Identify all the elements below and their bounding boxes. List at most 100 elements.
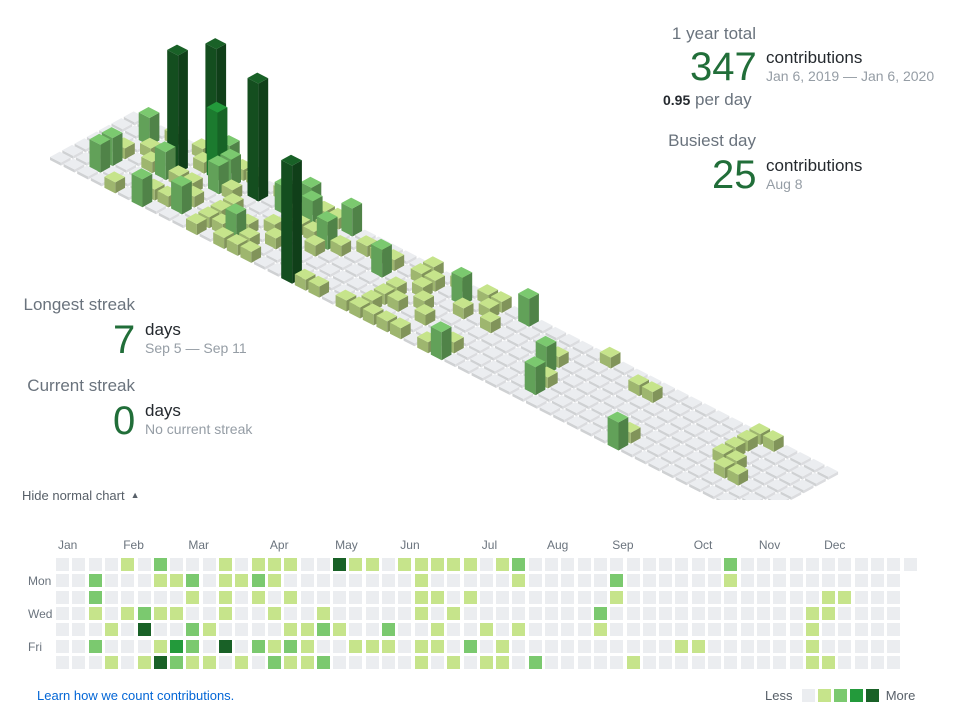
calendar-day-cell[interactable] (88, 606, 102, 620)
calendar-day-cell[interactable] (349, 639, 363, 653)
calendar-day-cell[interactable] (496, 590, 510, 604)
calendar-day-cell[interactable] (561, 623, 575, 637)
calendar-day-cell[interactable] (545, 590, 558, 604)
calendar-day-cell[interactable] (300, 558, 314, 571)
calendar-day-cell[interactable] (153, 639, 167, 653)
calendar-day-cell[interactable] (610, 574, 624, 588)
calendar-day-cell[interactable] (72, 639, 86, 653)
calendar-day-cell[interactable] (675, 590, 689, 604)
calendar-day-cell[interactable] (72, 655, 86, 669)
calendar-day-cell[interactable] (333, 639, 347, 653)
calendar-day-cell[interactable] (88, 590, 102, 604)
calendar-day-cell[interactable] (104, 606, 118, 620)
calendar-day-cell[interactable] (854, 590, 868, 604)
calendar-day-cell[interactable] (398, 623, 412, 637)
calendar-day-cell[interactable] (593, 655, 607, 669)
calendar-day-cell[interactable] (838, 623, 852, 637)
calendar-day-cell[interactable] (773, 606, 787, 620)
calendar-day-cell[interactable] (414, 639, 428, 653)
calendar-day-cell[interactable] (691, 574, 705, 588)
calendar-day-cell[interactable] (724, 639, 738, 653)
calendar-day-cell[interactable] (545, 558, 558, 571)
calendar-day-cell[interactable] (382, 655, 395, 669)
calendar-day-cell[interactable] (610, 639, 624, 653)
calendar-day-cell[interactable] (610, 590, 624, 604)
calendar-day-cell[interactable] (137, 590, 151, 604)
calendar-day-cell[interactable] (724, 590, 738, 604)
calendar-day-cell[interactable] (512, 655, 526, 669)
calendar-day-cell[interactable] (708, 655, 721, 669)
calendar-day-cell[interactable] (170, 655, 184, 669)
calendar-day-cell[interactable] (153, 655, 167, 669)
calendar-day-cell[interactable] (88, 623, 102, 637)
calendar-day-cell[interactable] (854, 655, 868, 669)
calendar-day-cell[interactable] (382, 639, 395, 653)
calendar-day-cell[interactable] (153, 606, 167, 620)
calendar-day-cell[interactable] (316, 606, 330, 620)
calendar-day-cell[interactable] (137, 655, 151, 669)
calendar-day-cell[interactable] (170, 606, 184, 620)
calendar-day-cell[interactable] (316, 590, 330, 604)
calendar-day-cell[interactable] (496, 558, 510, 571)
calendar-day-cell[interactable] (593, 590, 607, 604)
calendar-day-cell[interactable] (137, 558, 151, 571)
calendar-day-cell[interactable] (447, 590, 461, 604)
calendar-day-cell[interactable] (121, 606, 135, 620)
calendar-day-cell[interactable] (659, 639, 673, 653)
calendar-day-cell[interactable] (496, 623, 510, 637)
calendar-day-cell[interactable] (56, 590, 69, 604)
calendar-day-cell[interactable] (528, 639, 542, 653)
calendar-day-cell[interactable] (675, 639, 689, 653)
calendar-day-cell[interactable] (349, 606, 363, 620)
calendar-day-cell[interactable] (871, 639, 884, 653)
calendar-day-cell[interactable] (398, 590, 412, 604)
calendar-day-cell[interactable] (708, 639, 721, 653)
calendar-day-cell[interactable] (300, 606, 314, 620)
calendar-day-cell[interactable] (267, 606, 281, 620)
calendar-day-cell[interactable] (267, 655, 281, 669)
calendar-day-cell[interactable] (626, 558, 640, 571)
calendar-day-cell[interactable] (691, 590, 705, 604)
calendar-day-cell[interactable] (773, 558, 787, 571)
calendar-day-cell[interactable] (805, 606, 819, 620)
calendar-day-cell[interactable] (56, 606, 69, 620)
calendar-day-cell[interactable] (202, 655, 216, 669)
calendar-day-cell[interactable] (724, 574, 738, 588)
calendar-day-cell[interactable] (202, 623, 216, 637)
calendar-day-cell[interactable] (479, 655, 493, 669)
calendar-day-cell[interactable] (284, 639, 298, 653)
calendar-day-cell[interactable] (822, 623, 836, 637)
calendar-day-cell[interactable] (740, 590, 754, 604)
calendar-day-cell[interactable] (72, 606, 86, 620)
learn-how-link[interactable]: Learn how we count contributions. (37, 688, 235, 703)
calendar-day-cell[interactable] (740, 655, 754, 669)
calendar-day-cell[interactable] (528, 558, 542, 571)
calendar-day-cell[interactable] (121, 623, 135, 637)
calendar-day-cell[interactable] (822, 606, 836, 620)
calendar-day-cell[interactable] (577, 590, 591, 604)
calendar-day-cell[interactable] (626, 590, 640, 604)
calendar-day-cell[interactable] (300, 623, 314, 637)
calendar-day-cell[interactable] (593, 623, 607, 637)
calendar-day-cell[interactable] (219, 590, 232, 604)
calendar-day-cell[interactable] (316, 558, 330, 571)
calendar-day-cell[interactable] (202, 574, 216, 588)
calendar-day-cell[interactable] (838, 639, 852, 653)
calendar-day-cell[interactable] (756, 606, 770, 620)
calendar-day-cell[interactable] (104, 639, 118, 653)
calendar-day-cell[interactable] (430, 590, 444, 604)
calendar-day-cell[interactable] (642, 623, 656, 637)
calendar-day-cell[interactable] (447, 574, 461, 588)
calendar-day-cell[interactable] (186, 639, 200, 653)
calendar-day-cell[interactable] (854, 606, 868, 620)
calendar-day-cell[interactable] (903, 558, 917, 571)
calendar-day-cell[interactable] (724, 623, 738, 637)
calendar-day-cell[interactable] (528, 574, 542, 588)
calendar-day-cell[interactable] (235, 639, 249, 653)
calendar-day-cell[interactable] (805, 574, 819, 588)
calendar-day-cell[interactable] (170, 590, 184, 604)
calendar-day-cell[interactable] (642, 558, 656, 571)
calendar-day-cell[interactable] (414, 574, 428, 588)
calendar-day-cell[interactable] (447, 558, 461, 571)
calendar-day-cell[interactable] (577, 623, 591, 637)
